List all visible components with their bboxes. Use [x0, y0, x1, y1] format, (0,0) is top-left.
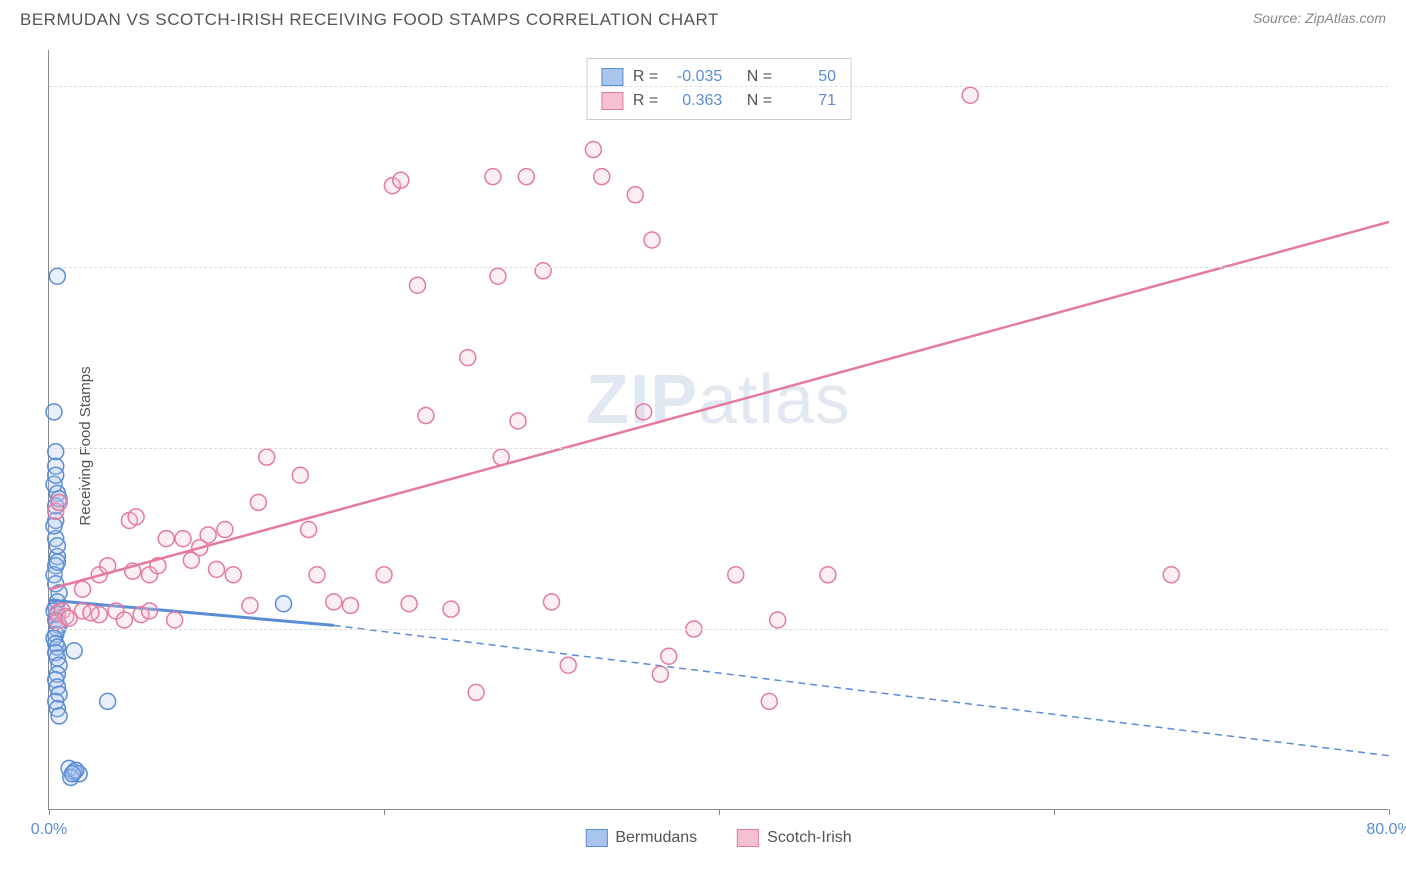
- data-point: [728, 567, 744, 583]
- data-point: [343, 598, 359, 614]
- data-point: [225, 567, 241, 583]
- data-point: [167, 612, 183, 628]
- data-point: [443, 601, 459, 617]
- data-point: [46, 518, 62, 534]
- legend-r-value-1: 0.363: [668, 89, 722, 113]
- data-point: [175, 531, 191, 547]
- data-point: [66, 643, 82, 659]
- header: BERMUDAN VS SCOTCH-IRISH RECEIVING FOOD …: [0, 0, 1406, 30]
- source-name: ZipAtlas.com: [1305, 10, 1386, 26]
- data-point: [242, 598, 258, 614]
- data-point: [250, 494, 266, 510]
- data-point: [259, 449, 275, 465]
- series-swatch-0: [585, 829, 607, 847]
- x-tick-mark: [719, 809, 720, 815]
- data-point: [75, 581, 91, 597]
- data-point: [276, 596, 292, 612]
- x-tick-label: 0.0%: [31, 821, 67, 839]
- x-tick-mark: [384, 809, 385, 815]
- data-point: [158, 531, 174, 547]
- data-point: [661, 648, 677, 664]
- data-point: [49, 538, 65, 554]
- data-point: [820, 567, 836, 583]
- data-point: [116, 612, 132, 628]
- data-point: [962, 87, 978, 103]
- data-point: [636, 404, 652, 420]
- series-name-1: Scotch-Irish: [767, 829, 851, 847]
- data-point: [627, 187, 643, 203]
- legend-n-value-1: 71: [782, 89, 836, 113]
- data-point: [418, 408, 434, 424]
- data-point: [100, 693, 116, 709]
- data-point: [410, 277, 426, 293]
- trendline: [49, 222, 1389, 589]
- legend-n-label-1: N =: [747, 89, 772, 113]
- data-point: [535, 263, 551, 279]
- series-legend-item-0: Bermudans: [585, 829, 697, 847]
- data-point: [490, 268, 506, 284]
- source-credit: Source: ZipAtlas.com: [1253, 10, 1386, 26]
- data-point: [460, 350, 476, 366]
- x-tick-mark: [1389, 809, 1390, 815]
- data-point: [594, 169, 610, 185]
- data-point: [376, 567, 392, 583]
- scatter-plot-svg: [49, 50, 1388, 809]
- data-point: [217, 522, 233, 538]
- data-point: [183, 552, 199, 568]
- data-point: [393, 172, 409, 188]
- data-point: [770, 612, 786, 628]
- data-point: [652, 666, 668, 682]
- data-point: [761, 693, 777, 709]
- chart-area: ZIPatlas R = -0.035 N = 50 R = 0.363 N =…: [48, 50, 1388, 810]
- legend-r-label-1: R =: [633, 89, 658, 113]
- legend-row-1: R = 0.363 N = 71: [601, 89, 836, 113]
- data-point: [544, 594, 560, 610]
- trendline-extension: [334, 625, 1389, 755]
- gridline-h: [49, 86, 1388, 87]
- x-tick-mark: [49, 809, 50, 815]
- data-point: [51, 708, 67, 724]
- gridline-h: [49, 629, 1388, 630]
- data-point: [585, 142, 601, 158]
- data-point: [301, 522, 317, 538]
- series-legend-item-1: Scotch-Irish: [737, 829, 851, 847]
- data-point: [309, 567, 325, 583]
- data-point: [128, 509, 144, 525]
- chart-title: BERMUDAN VS SCOTCH-IRISH RECEIVING FOOD …: [20, 10, 719, 30]
- data-point: [485, 169, 501, 185]
- data-point: [644, 232, 660, 248]
- data-point: [518, 169, 534, 185]
- data-point: [48, 444, 64, 460]
- source-prefix: Source:: [1253, 10, 1305, 26]
- series-name-0: Bermudans: [615, 829, 697, 847]
- gridline-h: [49, 448, 1388, 449]
- data-point: [46, 404, 62, 420]
- data-point: [560, 657, 576, 673]
- data-point: [142, 603, 158, 619]
- legend-swatch-1: [601, 92, 623, 110]
- series-swatch-1: [737, 829, 759, 847]
- data-point: [49, 268, 65, 284]
- data-point: [209, 561, 225, 577]
- data-point: [468, 684, 484, 700]
- x-tick-label: 80.0%: [1366, 821, 1406, 839]
- data-point: [1163, 567, 1179, 583]
- data-point: [510, 413, 526, 429]
- x-tick-mark: [1054, 809, 1055, 815]
- data-point: [83, 605, 99, 621]
- legend-swatch-0: [601, 68, 623, 86]
- data-point: [48, 467, 64, 483]
- data-point: [326, 594, 342, 610]
- data-point: [200, 527, 216, 543]
- series-legend: Bermudans Scotch-Irish: [585, 829, 851, 847]
- data-point: [51, 494, 67, 510]
- data-point: [64, 766, 80, 782]
- gridline-h: [49, 267, 1388, 268]
- data-point: [61, 610, 77, 626]
- data-point: [401, 596, 417, 612]
- correlation-legend: R = -0.035 N = 50 R = 0.363 N = 71: [586, 58, 851, 120]
- data-point: [49, 554, 65, 570]
- data-point: [292, 467, 308, 483]
